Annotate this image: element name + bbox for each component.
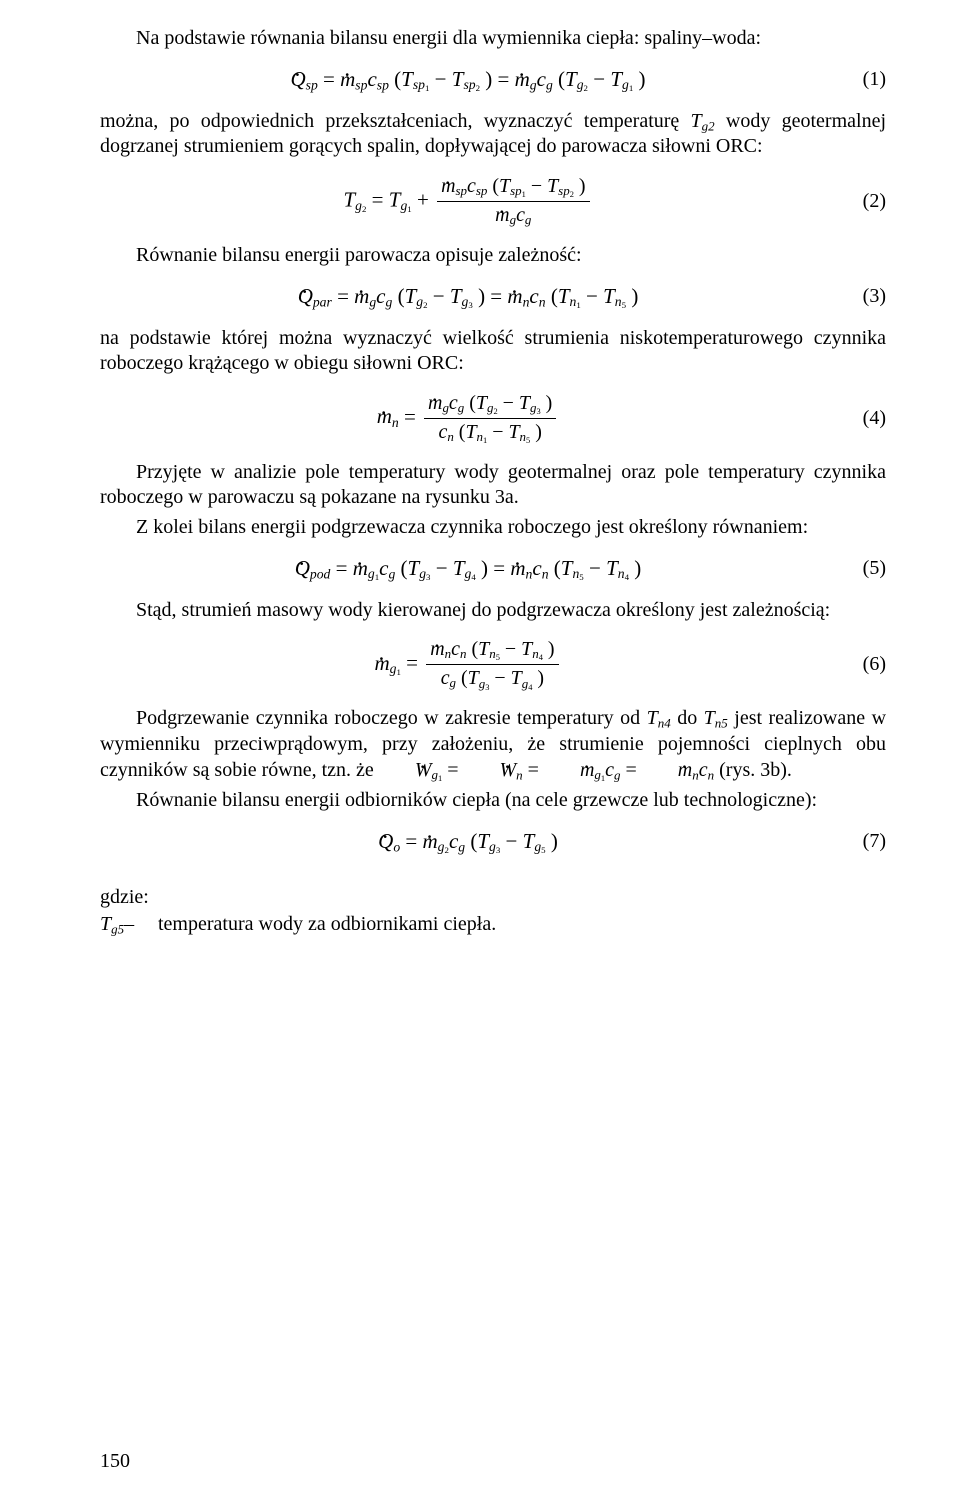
paragraph-9: Równanie bilansu energii odbiorników cie… <box>100 788 886 814</box>
equation-1: Qsp = mspcsp (Tsp1 − Tsp2 ) = mgcg (Tg2 … <box>100 66 836 95</box>
where-label: gdzie: <box>100 885 886 911</box>
equation-2-number: (2) <box>836 189 886 215</box>
p8-T2: T <box>704 707 715 729</box>
paragraph-8: Podgrzewanie czynnika roboczego w zakres… <box>100 706 886 784</box>
paragraph-1: Na podstawie równania bilansu energii dl… <box>100 26 886 52</box>
paragraph-5: Przyjęte w analizie pole temperatury wod… <box>100 460 886 511</box>
equation-7-row: Qo = mg2cg (Tg3 − Tg5 ) (7) <box>100 828 886 857</box>
equation-6-number: (6) <box>836 652 886 678</box>
p8-a: Podgrzewanie czynnika roboczego w zakres… <box>136 707 647 729</box>
where-block: gdzie: Tg5– temperatura wody za odbiorni… <box>100 885 886 938</box>
equation-2-row: Tg2 = Tg1 + mspcsp (Tsp1 − Tsp2 ) mgcg (… <box>100 174 886 229</box>
equation-4: mn = mgcg (Tg2 − Tg3 ) cn (Tn1 − Tn5 ) <box>100 391 836 446</box>
equation-6-row: mg1 = mncn (Tn5 − Tn4 ) cg (Tg3 − Tg4 ) … <box>100 637 886 692</box>
equation-2: Tg2 = Tg1 + mspcsp (Tsp1 − Tsp2 ) mgcg <box>100 174 836 229</box>
paragraph-3: Równanie bilansu energii parowacza opisu… <box>100 243 886 269</box>
paragraph-2: można, po odpowiednich przekształceniach… <box>100 109 886 160</box>
page-container: Na podstawie równania bilansu energii dl… <box>0 0 960 1499</box>
equation-3: Qpar = mgcg (Tg2 − Tg3 ) = mncn (Tn1 − T… <box>100 283 836 312</box>
equation-1-row: Qsp = mspcsp (Tsp1 − Tsp2 ) = mgcg (Tg2 … <box>100 66 886 95</box>
p8-T1: T <box>647 707 658 729</box>
equation-7-number: (7) <box>836 829 886 855</box>
paragraph-4: na podstawie której można wyznaczyć wiel… <box>100 326 886 377</box>
p8-T1sub: n4 <box>658 716 671 731</box>
equation-5-row: Qpod = mg1cg (Tg3 − Tg4 ) = mncn (Tn5 − … <box>100 555 886 584</box>
equation-5: Qpod = mg1cg (Tg3 − Tg4 ) = mncn (Tn5 − … <box>100 555 836 584</box>
equation-4-number: (4) <box>836 406 886 432</box>
paragraph-6: Z kolei bilans energii podgrzewacza czyn… <box>100 515 886 541</box>
equation-7: Qo = mg2cg (Tg3 − Tg5 ) <box>100 828 836 857</box>
where-symbol: Tg5– <box>100 912 158 938</box>
page-number: 150 <box>100 1449 130 1475</box>
equation-4-row: mn = mgcg (Tg2 − Tg3 ) cn (Tn1 − Tn5 ) (… <box>100 391 886 446</box>
where-row: Tg5– temperatura wody za odbiornikami ci… <box>100 912 886 938</box>
p2-text-a: można, po odpowiednich przekształceniach… <box>100 110 691 132</box>
equation-3-row: Qpar = mgcg (Tg2 − Tg3 ) = mncn (Tn1 − T… <box>100 283 886 312</box>
p2-Tsub: g2 <box>702 118 715 133</box>
equation-3-number: (3) <box>836 284 886 310</box>
p2-T: T <box>691 110 702 132</box>
equation-6: mg1 = mncn (Tn5 − Tn4 ) cg (Tg3 − Tg4 ) <box>100 637 836 692</box>
equation-1-number: (1) <box>836 67 886 93</box>
equation-5-number: (5) <box>836 556 886 582</box>
paragraph-7: Stąd, strumień masowy wody kierowanej do… <box>100 598 886 624</box>
where-text: temperatura wody za odbiornikami ciepła. <box>158 912 886 938</box>
p8-b: do <box>671 707 704 729</box>
p8-T2sub: n5 <box>715 716 728 731</box>
p8-d: (rys. 3b). <box>714 759 792 781</box>
